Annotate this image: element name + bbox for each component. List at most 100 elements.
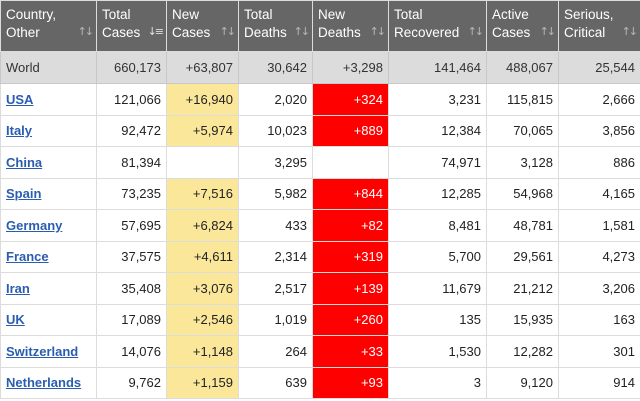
country-link[interactable]: Netherlands (6, 375, 82, 391)
new-deaths-cell: +889 (312, 114, 389, 147)
new-cases-cell: +2,546 (166, 303, 239, 336)
new-cases-cell: +63,807 (166, 51, 239, 84)
serious-critical-cell: 2,666 (558, 83, 640, 116)
sort-up-down-icon[interactable]: ↑↓ (621, 25, 639, 38)
country-link[interactable]: Germany (6, 217, 63, 233)
sort-descending-icon[interactable]: ↓≡ (147, 25, 165, 38)
table-row: Spain 73,235 +7,516 5,982 +844 12,285 54,968 4,… (0, 177, 640, 210)
table-row: Germany 57,695 +6,824 433 +82 8,481 48,781 1,58… (0, 209, 640, 242)
country-cell: USA (0, 83, 97, 116)
column-header-label: Total (102, 7, 131, 22)
country-link[interactable]: France (6, 249, 49, 265)
new-cases-cell: +1,148 (166, 335, 239, 368)
table-row: Italy 92,472 +5,974 10,023 +889 12,384 70,065 3… (0, 114, 640, 147)
column-header-label: Cases (172, 25, 211, 40)
column-header-new-deaths[interactable]: New Deaths ↑↓ (312, 0, 389, 52)
column-header-country[interactable]: Country, Other ↑↓ (0, 0, 97, 52)
new-deaths-cell: +93 (312, 366, 389, 399)
total-deaths-cell: 5,982 (238, 177, 313, 210)
total-deaths-cell: 30,642 (238, 51, 313, 84)
serious-critical-cell: 914 (558, 366, 640, 399)
serious-critical-cell: 1,581 (558, 209, 640, 242)
total-recovered-cell: 12,384 (388, 114, 487, 147)
country-cell: Netherlands (0, 366, 97, 399)
total-cases-cell: 73,235 (96, 177, 167, 210)
column-header-serious-critical[interactable]: Serious, Critical ↑↓ (558, 0, 640, 52)
country-link[interactable]: China (6, 154, 43, 170)
active-cases-cell: 12,282 (486, 335, 559, 368)
country-link[interactable]: UK (6, 312, 25, 328)
active-cases-cell: 3,128 (486, 146, 559, 179)
active-cases-cell: 21,212 (486, 272, 559, 305)
total-cases-cell: 17,089 (96, 303, 167, 336)
new-deaths-cell (312, 146, 389, 179)
country-link[interactable]: Spain (6, 186, 42, 202)
column-header-total-cases[interactable]: Total Cases ↓≡ (96, 0, 167, 52)
active-cases-cell: 9,120 (486, 366, 559, 399)
column-header-total-deaths[interactable]: Total Deaths ↑↓ (238, 0, 313, 52)
new-deaths-cell: +82 (312, 209, 389, 242)
total-recovered-cell: 3,231 (388, 83, 487, 116)
total-cases-cell: 121,066 (96, 83, 167, 116)
column-header-label: Recovered (394, 25, 460, 40)
total-recovered-cell: 1,530 (388, 335, 487, 368)
serious-critical-cell: 4,273 (558, 240, 640, 273)
column-header-label: Total (394, 7, 423, 22)
serious-critical-cell: 25,544 (558, 51, 640, 84)
sort-up-down-icon[interactable]: ↑↓ (293, 25, 311, 38)
serious-critical-cell: 4,165 (558, 177, 640, 210)
total-deaths-cell: 2,517 (238, 272, 313, 305)
new-deaths-cell: +324 (312, 83, 389, 116)
table-row: Netherlands 9,762 +1,159 639 +93 3 9,120 914 (0, 366, 640, 399)
column-header-label: Total (244, 7, 273, 22)
active-cases-cell: 70,065 (486, 114, 559, 147)
column-header-label: Deaths (318, 25, 361, 40)
column-header-active-cases[interactable]: Active Cases ↑↓ (486, 0, 559, 52)
active-cases-cell: 29,561 (486, 240, 559, 273)
total-recovered-cell: 135 (388, 303, 487, 336)
new-cases-cell: +7,516 (166, 177, 239, 210)
country-link[interactable]: Iran (6, 280, 30, 296)
total-cases-cell: 9,762 (96, 366, 167, 399)
column-header-new-cases[interactable]: New Cases ↑↓ (166, 0, 239, 52)
new-deaths-cell: +844 (312, 177, 389, 210)
total-deaths-cell: 1,019 (238, 303, 313, 336)
total-recovered-cell: 8,481 (388, 209, 487, 242)
country-rows: USA 121,066 +16,940 2,020 +324 3,231 115,815 2,… (0, 83, 640, 399)
active-cases-cell: 115,815 (486, 83, 559, 116)
total-deaths-cell: 433 (238, 209, 313, 242)
country-link[interactable]: Switzerland (6, 343, 79, 359)
sort-up-down-icon[interactable]: ↑↓ (467, 25, 485, 38)
total-cases-cell: 35,408 (96, 272, 167, 305)
total-deaths-cell: 10,023 (238, 114, 313, 147)
new-cases-cell: +4,611 (166, 240, 239, 273)
table-row: China 81,394 3,295 74,971 3,128 886 (0, 146, 640, 179)
column-header-label: Deaths (244, 25, 287, 40)
total-cases-cell: 57,695 (96, 209, 167, 242)
total-recovered-cell: 11,679 (388, 272, 487, 305)
new-cases-cell: +6,824 (166, 209, 239, 242)
serious-critical-cell: 301 (558, 335, 640, 368)
country-link[interactable]: Italy (6, 123, 33, 139)
active-cases-cell: 15,935 (486, 303, 559, 336)
column-header-label: New (172, 7, 200, 22)
sort-up-down-icon[interactable]: ↑↓ (219, 25, 237, 38)
country-link[interactable]: USA (6, 91, 34, 107)
sort-up-down-icon[interactable]: ↑↓ (77, 25, 95, 38)
sort-up-down-icon[interactable]: ↑↓ (539, 25, 557, 38)
sort-up-down-icon[interactable]: ↑↓ (369, 25, 387, 38)
column-header-label: New (318, 7, 346, 22)
total-cases-cell: 660,173 (96, 51, 167, 84)
column-header-label: Active (492, 7, 529, 22)
serious-critical-cell: 3,206 (558, 272, 640, 305)
total-cases-cell: 14,076 (96, 335, 167, 368)
column-header-total-recovered[interactable]: Total Recovered ↑↓ (388, 0, 487, 52)
country-cell: Italy (0, 114, 97, 147)
total-deaths-cell: 639 (238, 366, 313, 399)
country-cell: Switzerland (0, 335, 97, 368)
total-cases-cell: 81,394 (96, 146, 167, 179)
table-row: France 37,575 +4,611 2,314 +319 5,700 29,561 4,… (0, 240, 640, 273)
new-cases-cell: +1,159 (166, 366, 239, 399)
column-header-label: Critical (564, 25, 606, 40)
world-total-row: World 660,173 +63,807 30,642 +3,298 141,… (0, 51, 640, 84)
